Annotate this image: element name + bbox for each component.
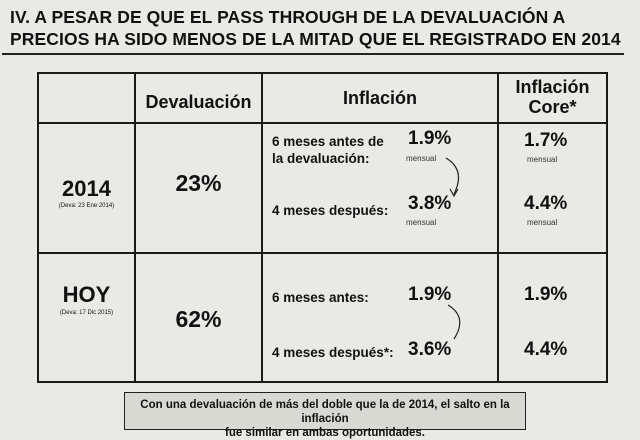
row-before-value-2014: 1.9% — [408, 128, 452, 149]
row-after-label-hoy: 4 meses después*: — [272, 345, 394, 360]
row-after-value-2014: 3.8% — [408, 193, 452, 214]
col-divider-3 — [497, 72, 499, 383]
title-underline — [2, 53, 624, 55]
slide-title: IV. A PESAR DE QUE EL PASS THROUGH DE LA… — [10, 6, 625, 50]
row-core-after-hoy: 4.4% — [524, 339, 568, 360]
arrow-hoy — [447, 304, 461, 340]
footer-text: Con una devaluación de más del doble que… — [125, 398, 525, 440]
row-deva-date-hoy: (Deva: 17 Dic 2015) — [59, 310, 114, 316]
footer-line-2: fue similar en ambas oportunidades. — [224, 427, 426, 439]
row-divider — [37, 252, 608, 254]
row-before-value-hoy: 1.9% — [408, 284, 452, 305]
footer-note: Con una devaluación de más del doble que… — [124, 392, 526, 439]
before-label-line-1: 6 meses antes de — [272, 134, 384, 149]
col-divider-2 — [261, 72, 263, 383]
table-border-right — [606, 72, 608, 383]
row-before-unit-2014: mensual — [406, 154, 437, 163]
header-devaluacion: Devaluación — [145, 92, 252, 112]
row-after-unit-2014: mensual — [406, 218, 437, 227]
table-border-top — [37, 72, 608, 74]
row-core-before-unit-2014: mensual — [527, 155, 558, 164]
row-year-hoy: HOY — [62, 282, 111, 307]
title-line-2: PRECIOS HA SIDO MENOS DE LA MITAD QUE EL… — [10, 29, 621, 49]
header-inflacion: Inflación — [342, 88, 417, 108]
row-before-label-hoy: 6 meses antes: — [272, 290, 369, 305]
row-after-label-2014: 4 meses después: — [272, 203, 389, 218]
before-label-line-2: la devaluación: — [272, 151, 370, 166]
row-deva-date-2014: (Deva: 23 Ene 2014) — [58, 203, 115, 209]
row-devaluation-2014: 23% — [175, 170, 222, 196]
title-line-1: IV. A PESAR DE QUE EL PASS THROUGH DE LA… — [10, 7, 566, 27]
row-core-before-2014: 1.7% — [524, 130, 568, 151]
arrow-2014 — [445, 157, 460, 198]
header-divider — [37, 122, 608, 124]
row-devaluation-hoy: 62% — [175, 306, 222, 332]
row-core-after-2014: 4.4% — [524, 193, 568, 214]
footer-line-1: Con una devaluación de más del doble que… — [140, 399, 510, 425]
row-after-value-hoy: 3.6% — [408, 339, 452, 360]
header-inflacion-core: Inflación Core* — [499, 77, 606, 117]
row-core-before-hoy: 1.9% — [524, 284, 568, 305]
row-year-2014: 2014 — [62, 176, 111, 201]
row-core-after-unit-2014: mensual — [527, 218, 558, 227]
header-core-line-1: Inflación — [515, 77, 590, 97]
table-border-bottom — [37, 381, 608, 383]
col-divider-1 — [134, 72, 136, 383]
header-core-line-2: Core* — [528, 97, 577, 117]
row-before-label-2014: 6 meses antes de la devaluación: — [272, 133, 407, 167]
table-border-left — [37, 72, 39, 383]
